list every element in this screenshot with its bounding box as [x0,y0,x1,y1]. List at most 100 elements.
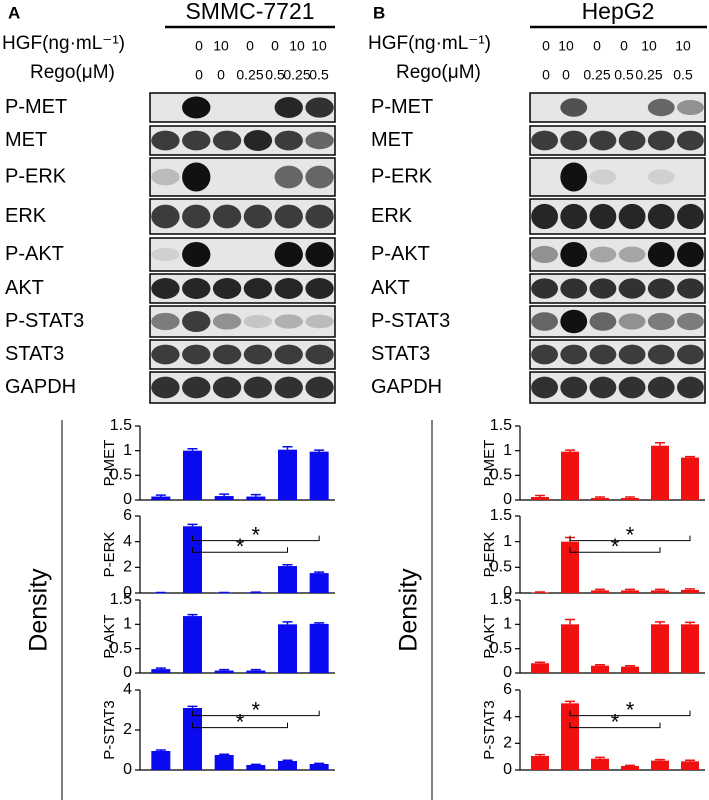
blot-band [589,130,617,151]
y-tick-label: 0 [503,491,512,508]
blot-label: GAPDH [5,376,76,398]
blot-label: ERK [371,205,413,227]
error-bar [219,493,230,497]
blot-band [182,310,211,333]
y-axis-label: P-AKT [481,614,498,658]
hgf-dose: 0 [542,38,550,54]
blot-band [589,169,617,185]
blot-band [677,130,704,151]
blot-frame [529,198,706,235]
bar [621,666,639,673]
blot-band [531,278,558,299]
blot-label: AKT [371,277,410,299]
blot-band [560,344,588,365]
rego-label: Rego(μM) [396,62,481,83]
blot-band [274,130,303,151]
rego-dose: 0.25 [583,67,610,83]
rego-dose: 0.5 [265,67,285,83]
rego-dose: 0.5 [309,67,329,83]
blot-band [274,165,303,189]
panel-label: B [373,3,385,22]
blot-band [212,313,242,330]
blot-band [618,313,646,330]
bar [621,498,639,500]
hgf-dose: 10 [213,38,229,54]
blot-band [560,309,588,334]
blot-label: P-AKT [371,243,430,265]
blot-band [243,204,273,229]
y-axis-label: P-STAT3 [101,700,118,759]
blot-band [274,241,303,268]
blot-band [618,376,646,399]
bar [531,592,549,593]
y-tick-label: 0.5 [490,640,512,657]
blot-band [151,312,180,331]
error-bar [655,621,665,625]
blot-frame [529,157,706,197]
blot-band [589,278,617,299]
bar [278,449,297,500]
significance-mark: * [252,697,261,722]
bar [309,623,329,673]
significance-bracket [192,535,320,542]
error-bar [314,571,325,574]
significance-bracket [192,547,288,553]
y-tick-label: 0 [123,664,132,681]
blot-band [182,130,211,151]
bar [591,758,609,770]
y-tick-label: 0.5 [110,467,132,484]
blot-band [151,376,180,399]
blot-band [589,246,617,263]
blot-frame [149,125,336,156]
blot-band [647,98,675,117]
density-label: Density [25,568,53,652]
bar [151,751,171,770]
blot-frame [149,371,336,404]
hgf-dose: 0 [593,38,601,54]
significance-bracket [192,710,320,717]
y-tick-label: 0 [123,761,132,778]
error-bar [655,758,665,761]
error-bar [219,753,230,755]
blot-frame [529,339,706,370]
significance-mark: * [611,709,620,734]
blot-band [243,278,273,299]
y-axis-label: P-ERK [101,532,118,578]
error-bar [595,663,605,666]
y-tick-label: 0.5 [110,640,132,657]
blot-band [243,344,273,365]
blot-band [274,376,303,399]
error-bar [595,496,605,499]
blot-label: P-AKT [5,243,64,265]
error-bar [282,564,293,567]
blot-band [151,278,180,299]
y-tick-label: 6 [503,681,512,698]
y-tick-label: 2 [123,559,132,576]
bar [531,497,549,500]
bar [681,457,699,500]
blot-band [305,97,334,118]
hgf-dose: 0 [195,38,203,54]
blot-band [305,165,334,189]
hgf-dose: 0 [246,38,254,54]
bar [246,765,266,770]
bar [309,573,329,593]
blot-band [647,203,675,230]
bar [278,761,297,770]
y-axis-label: P-ERK [481,532,498,578]
blot-band [243,376,273,399]
blot-label: AKT [5,277,44,299]
error-bar [155,749,166,751]
blot-band [618,130,646,151]
blot-band [677,376,704,399]
blot-band [212,344,242,365]
blot-band [212,278,242,299]
y-tick-label: 0 [503,664,512,681]
hgf-dose: 0 [620,38,628,54]
blot-band [212,130,242,151]
y-axis-label: P-AKT [101,614,118,658]
blot-band [305,278,334,299]
bar [278,566,297,593]
blot-band [618,278,646,299]
error-bar [187,523,198,527]
